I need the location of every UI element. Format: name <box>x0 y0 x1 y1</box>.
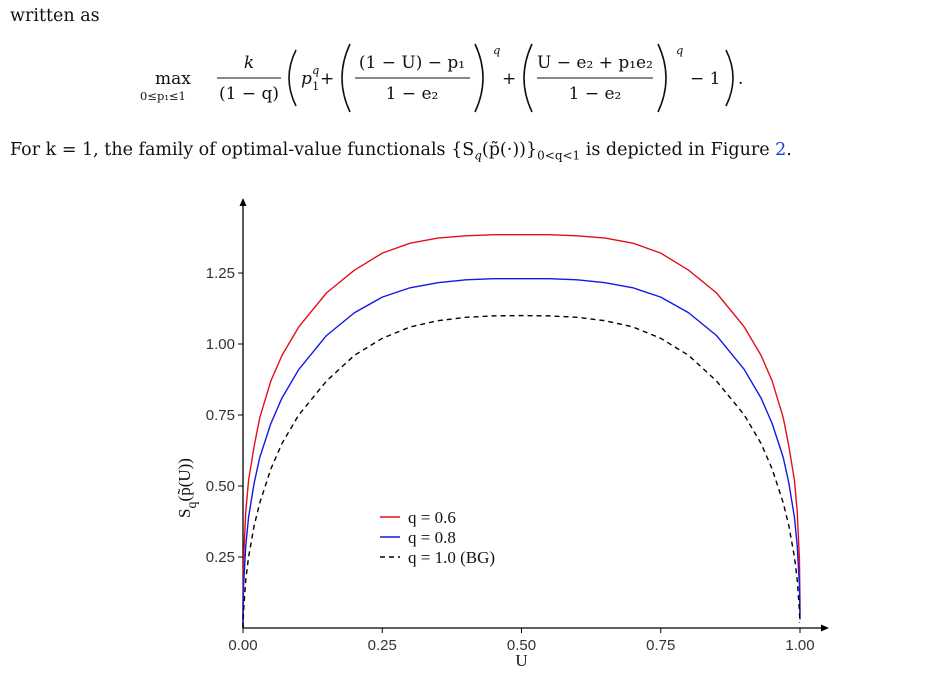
sentence-sub-range: 0<q<1 <box>537 148 581 163</box>
figure-reference-link[interactable]: 2 <box>775 140 787 160</box>
max-subscript: 0≤p₁≤1 <box>140 89 186 103</box>
frac2-right-paren <box>657 43 667 113</box>
chart-axes: 0.00 0.25 0.50 0.75 1.00 0.25 0.50 0.75 1.00 1.25… <box>175 198 829 670</box>
plus-sign-2: + <box>502 69 516 89</box>
term-p1-superscript: q <box>312 63 319 77</box>
y-tick-label: 0.50 <box>206 478 235 495</box>
x-tick-label: 0.50 <box>507 637 536 654</box>
y-axis-title-subscript: q <box>185 501 200 508</box>
prefactor-numerator: k <box>244 53 254 73</box>
chart-legend: q = 0.6q = 0.8q = 1.0 (BG) <box>380 508 495 567</box>
x-tick-label: 0.25 <box>368 637 397 654</box>
x-axis-title: U <box>515 651 527 670</box>
max-operator: max <box>155 69 191 89</box>
frac2-exponent: q <box>676 43 683 57</box>
frac2-numerator: U − e₂ + p₁e₂ <box>537 53 653 73</box>
frac2-left-paren <box>523 43 533 113</box>
legend-label-2: q = 0.8 <box>408 528 456 547</box>
y-axis-title: Sq(p̃(U)) <box>175 458 200 518</box>
frac2-denominator: 1 − e₂ <box>569 84 622 104</box>
y-tick-label: 0.25 <box>206 549 235 566</box>
y-tick-label: 0.75 <box>206 407 235 424</box>
plus-sign-1: + <box>320 69 334 89</box>
y-axis-arrowhead <box>239 198 247 206</box>
y-axis-title-main: S <box>175 508 194 517</box>
chart-curves <box>242 233 801 629</box>
sentence-end: . <box>786 140 792 160</box>
x-tick-label: 1.00 <box>785 637 814 654</box>
intro-text: written as <box>10 6 100 26</box>
y-tick-label: 1.25 <box>206 265 235 282</box>
legend-label-3: q = 1.0 (BG) <box>408 548 495 567</box>
sentence-sub-q: q <box>474 148 482 163</box>
series-line-1 <box>242 233 801 629</box>
x-tick-label: 0.00 <box>228 637 257 654</box>
sentence-after: is depicted in Figure <box>580 140 776 160</box>
term-p1-subscript: 1 <box>312 79 319 93</box>
frac1-denominator: 1 − e₂ <box>386 84 439 104</box>
optimal-value-chart: 0.00 0.25 0.50 0.75 1.00 0.25 0.50 0.75 1.00 1.25… <box>175 198 829 670</box>
outer-left-paren <box>288 49 297 107</box>
outer-right-paren <box>725 49 734 107</box>
prefactor-denominator: (1 − q) <box>219 84 279 104</box>
frac1-numerator: (1 − U) − p₁ <box>359 53 465 73</box>
y-axis-title-rest: (p̃(U)) <box>175 458 194 501</box>
figure-sentence: For k = 1, the family of optimal-value f… <box>10 140 792 163</box>
minus-one: − 1 <box>690 69 720 89</box>
series-line-3 <box>242 314 801 629</box>
x-tick-label: 0.75 <box>646 637 675 654</box>
frac1-exponent: q <box>493 43 500 57</box>
term-p1: p <box>301 69 312 89</box>
y-tick-label: 1.00 <box>206 336 235 353</box>
legend-label-1: q = 0.6 <box>408 508 456 527</box>
equation-end-punctuation: . <box>738 69 743 89</box>
frac1-right-paren <box>474 43 484 113</box>
sentence-middle: (p̃(·))} <box>481 140 538 160</box>
x-axis-arrowhead <box>821 624 829 632</box>
frac1-left-paren <box>341 43 351 113</box>
sentence-start: For k = 1, the family of optimal-value f… <box>10 140 475 160</box>
series-line-2 <box>242 277 801 629</box>
max-equation: max 0≤p₁≤1 k (1 − q) p q 1 + (1 − U) − p… <box>140 43 743 113</box>
